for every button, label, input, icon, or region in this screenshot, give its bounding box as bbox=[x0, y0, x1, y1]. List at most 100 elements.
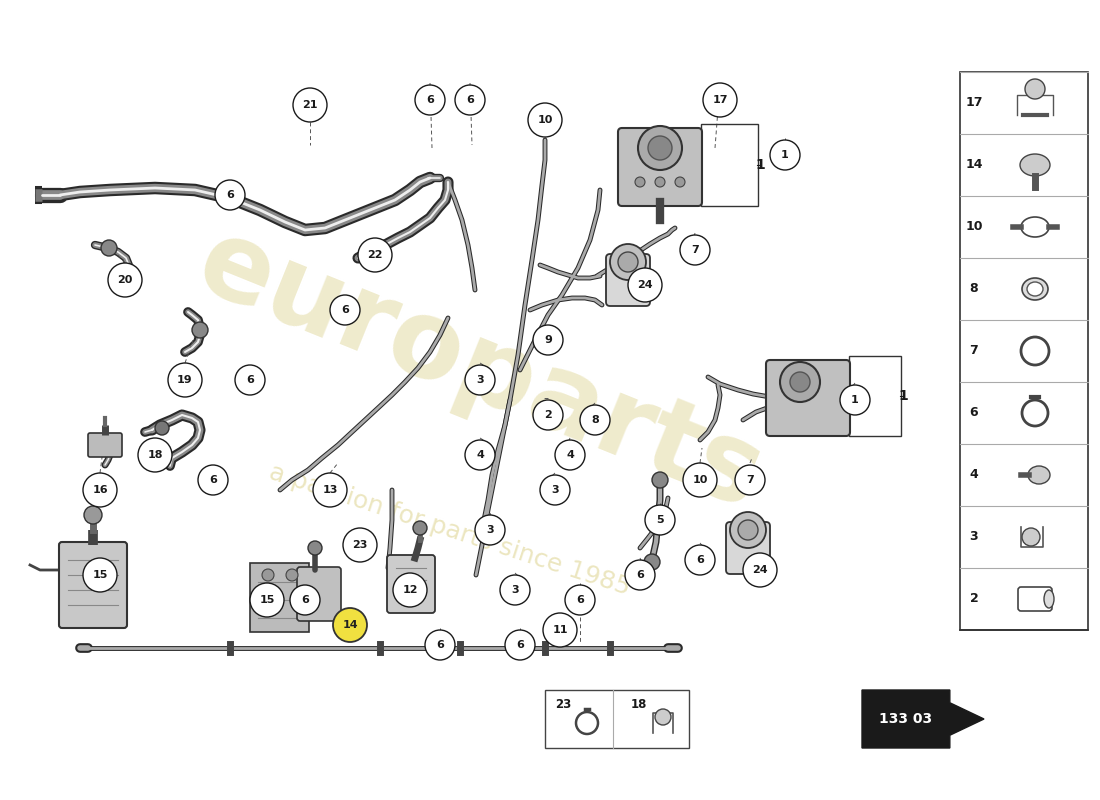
Text: 14: 14 bbox=[966, 158, 982, 171]
Circle shape bbox=[534, 400, 563, 430]
Text: 7: 7 bbox=[746, 475, 754, 485]
Text: 6: 6 bbox=[227, 190, 234, 200]
Text: 23: 23 bbox=[352, 540, 367, 550]
Text: 6: 6 bbox=[209, 475, 217, 485]
Text: 1: 1 bbox=[755, 158, 764, 172]
Text: 13: 13 bbox=[322, 485, 338, 495]
Text: europarts: europarts bbox=[183, 209, 778, 531]
Circle shape bbox=[528, 103, 562, 137]
Circle shape bbox=[780, 362, 820, 402]
Text: 4: 4 bbox=[476, 450, 484, 460]
FancyBboxPatch shape bbox=[544, 690, 689, 748]
Circle shape bbox=[475, 515, 505, 545]
Text: 3: 3 bbox=[486, 525, 494, 535]
Text: 10: 10 bbox=[966, 221, 982, 234]
Circle shape bbox=[84, 506, 102, 524]
Text: 1: 1 bbox=[781, 150, 789, 160]
Circle shape bbox=[652, 472, 668, 488]
Text: 10: 10 bbox=[692, 475, 707, 485]
Text: 8: 8 bbox=[970, 282, 978, 295]
Circle shape bbox=[290, 585, 320, 615]
Circle shape bbox=[610, 244, 646, 280]
Circle shape bbox=[314, 473, 346, 507]
Circle shape bbox=[635, 177, 645, 187]
Text: 6: 6 bbox=[246, 375, 254, 385]
Circle shape bbox=[685, 545, 715, 575]
Text: 24: 24 bbox=[752, 565, 768, 575]
Circle shape bbox=[683, 463, 717, 497]
Text: 17: 17 bbox=[966, 97, 982, 110]
Text: 6: 6 bbox=[301, 595, 309, 605]
FancyBboxPatch shape bbox=[297, 567, 341, 621]
Circle shape bbox=[286, 569, 298, 581]
Text: 6: 6 bbox=[426, 95, 433, 105]
Text: 6: 6 bbox=[466, 95, 474, 105]
Text: 19: 19 bbox=[177, 375, 192, 385]
Text: 6: 6 bbox=[970, 406, 978, 419]
Text: 4: 4 bbox=[969, 469, 978, 482]
FancyBboxPatch shape bbox=[59, 542, 126, 628]
Circle shape bbox=[540, 475, 570, 505]
Text: 9: 9 bbox=[544, 335, 552, 345]
Circle shape bbox=[742, 553, 777, 587]
Circle shape bbox=[505, 630, 535, 660]
Circle shape bbox=[138, 438, 172, 472]
Text: 22: 22 bbox=[367, 250, 383, 260]
Circle shape bbox=[644, 554, 660, 570]
Text: 1: 1 bbox=[851, 395, 859, 405]
Ellipse shape bbox=[1044, 590, 1054, 608]
Circle shape bbox=[770, 140, 800, 170]
Circle shape bbox=[675, 177, 685, 187]
Text: 14: 14 bbox=[342, 620, 358, 630]
Circle shape bbox=[625, 560, 654, 590]
Circle shape bbox=[293, 88, 327, 122]
Circle shape bbox=[82, 473, 117, 507]
Text: 8: 8 bbox=[591, 415, 598, 425]
Text: 18: 18 bbox=[147, 450, 163, 460]
Text: 20: 20 bbox=[118, 275, 133, 285]
Text: 18: 18 bbox=[631, 698, 648, 710]
Text: 133 03: 133 03 bbox=[879, 712, 933, 726]
Text: 6: 6 bbox=[576, 595, 584, 605]
Circle shape bbox=[1021, 337, 1049, 365]
Circle shape bbox=[628, 268, 662, 302]
Text: 7: 7 bbox=[691, 245, 698, 255]
Circle shape bbox=[648, 136, 672, 160]
Circle shape bbox=[343, 528, 377, 562]
Circle shape bbox=[638, 126, 682, 170]
Circle shape bbox=[534, 325, 563, 355]
Circle shape bbox=[738, 520, 758, 540]
Circle shape bbox=[465, 440, 495, 470]
Circle shape bbox=[703, 83, 737, 117]
Circle shape bbox=[308, 541, 322, 555]
Circle shape bbox=[645, 505, 675, 535]
Text: a passion for parts since 1985: a passion for parts since 1985 bbox=[266, 460, 634, 600]
Circle shape bbox=[790, 372, 810, 392]
FancyBboxPatch shape bbox=[766, 360, 850, 436]
Circle shape bbox=[168, 363, 202, 397]
Circle shape bbox=[108, 263, 142, 297]
Text: 6: 6 bbox=[636, 570, 644, 580]
Text: 21: 21 bbox=[302, 100, 318, 110]
Circle shape bbox=[455, 85, 485, 115]
Circle shape bbox=[82, 558, 117, 592]
Ellipse shape bbox=[1027, 282, 1043, 296]
Ellipse shape bbox=[1028, 466, 1050, 484]
Circle shape bbox=[412, 521, 427, 535]
Circle shape bbox=[565, 585, 595, 615]
Text: 15: 15 bbox=[92, 570, 108, 580]
Text: 3: 3 bbox=[970, 530, 978, 543]
Polygon shape bbox=[862, 690, 984, 748]
FancyBboxPatch shape bbox=[387, 555, 434, 613]
Text: 23: 23 bbox=[556, 698, 571, 710]
Text: 6: 6 bbox=[516, 640, 524, 650]
Circle shape bbox=[425, 630, 455, 660]
Circle shape bbox=[214, 180, 245, 210]
Circle shape bbox=[543, 613, 578, 647]
Circle shape bbox=[101, 240, 117, 256]
Circle shape bbox=[654, 709, 671, 725]
FancyBboxPatch shape bbox=[250, 563, 309, 632]
Text: 1: 1 bbox=[898, 389, 907, 403]
Circle shape bbox=[198, 465, 228, 495]
Text: 16: 16 bbox=[92, 485, 108, 495]
